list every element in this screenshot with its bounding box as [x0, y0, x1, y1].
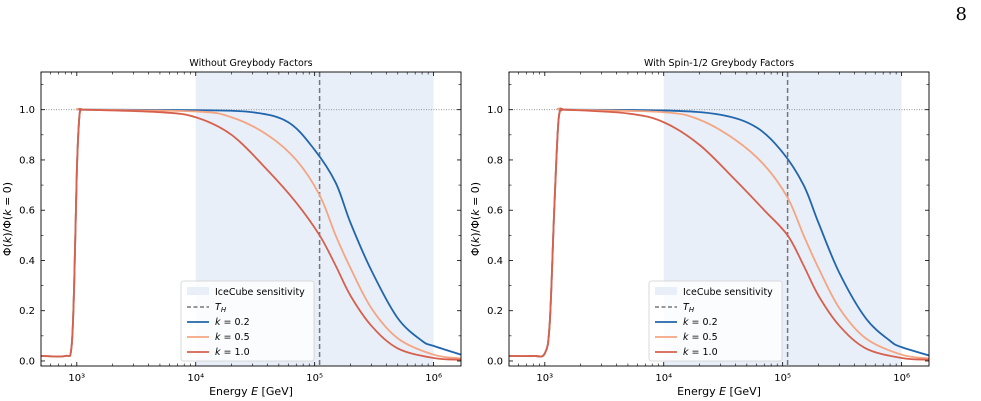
y-tick-label: 0.2 — [487, 306, 503, 317]
legend-box — [648, 280, 783, 362]
y-tick-label: 0.0 — [487, 356, 503, 367]
legend-series-label: k = 1.0 — [215, 347, 250, 358]
x-tick-label: 10³ — [68, 373, 85, 384]
legend-vline-label: TH — [683, 302, 695, 314]
series-line-k-1 — [41, 108, 461, 361]
y-axis-label: Φ(k)/Φ(k = 0) — [1, 182, 14, 256]
axes-frame — [508, 71, 930, 367]
legend-band-label: IceCube sensitivity — [683, 287, 773, 298]
x-axis-label: Energy E [GeV] — [209, 385, 293, 398]
y-tick-label: 0.6 — [487, 206, 503, 217]
legend-box — [180, 280, 315, 362]
x-tick-label: 10⁵ — [306, 373, 323, 384]
legend-vline-label: TH — [215, 302, 227, 314]
legend-band-label: IceCube sensitivity — [215, 287, 305, 298]
series-group — [41, 108, 461, 361]
chart-title: With Spin-1/2 Greybody Factors — [644, 58, 794, 69]
y-tick-label: 1.0 — [487, 105, 503, 116]
legend: IceCube sensitivity TH k = 0.2 k = 0.5 k = 1… — [648, 280, 783, 362]
y-tick-label: 1.0 — [19, 105, 35, 116]
x-tick-label: 10⁴ — [187, 373, 204, 384]
series-line-k-1 — [509, 107, 929, 361]
chart-title: Without Greybody Factors — [189, 58, 312, 69]
legend-series-label: k = 0.2 — [215, 317, 250, 328]
x-tick-label: 10⁴ — [655, 373, 672, 384]
x-tick-label: 10⁶ — [425, 373, 442, 384]
legend: IceCube sensitivity TH k = 0.2 k = 0.5 k = 1… — [180, 280, 315, 362]
x-tick-label: 10⁵ — [774, 373, 791, 384]
y-tick-label: 0.4 — [487, 256, 503, 267]
axes-frame — [40, 71, 462, 367]
legend-series-label: k = 1.0 — [683, 347, 718, 358]
chart-panel-1: 0.0 0.2 0.4 0.6 0.8 1.0 10³ 10⁴ 10⁵ 10⁶ Without Gr… — [1, 58, 462, 398]
y-tick-label: 0.8 — [19, 155, 35, 166]
series-group — [509, 107, 929, 361]
y-tick-label: 0.4 — [19, 256, 35, 267]
y-tick-label: 0.2 — [19, 306, 35, 317]
x-axis-label: Energy E [GeV] — [677, 385, 761, 398]
legend-series-label: k = 0.5 — [683, 332, 718, 343]
legend-series-label: k = 0.2 — [683, 317, 718, 328]
legend-series-label: k = 0.5 — [215, 332, 250, 343]
x-tick-label: 10⁶ — [893, 373, 910, 384]
chart-panel-2: 0.0 0.2 0.4 0.6 0.8 1.0 10³ 10⁴ 10⁵ 10⁶ With Spin-… — [469, 58, 930, 398]
page-number: 8 — [955, 4, 967, 25]
y-tick-label: 0.0 — [19, 356, 35, 367]
y-tick-label: 0.6 — [19, 206, 35, 217]
y-axis-label: Φ(k)/Φ(k = 0) — [469, 182, 482, 256]
legend-band-swatch — [187, 287, 209, 295]
legend-band-swatch — [655, 287, 677, 295]
y-tick-label: 0.8 — [487, 155, 503, 166]
x-tick-label: 10³ — [536, 373, 553, 384]
